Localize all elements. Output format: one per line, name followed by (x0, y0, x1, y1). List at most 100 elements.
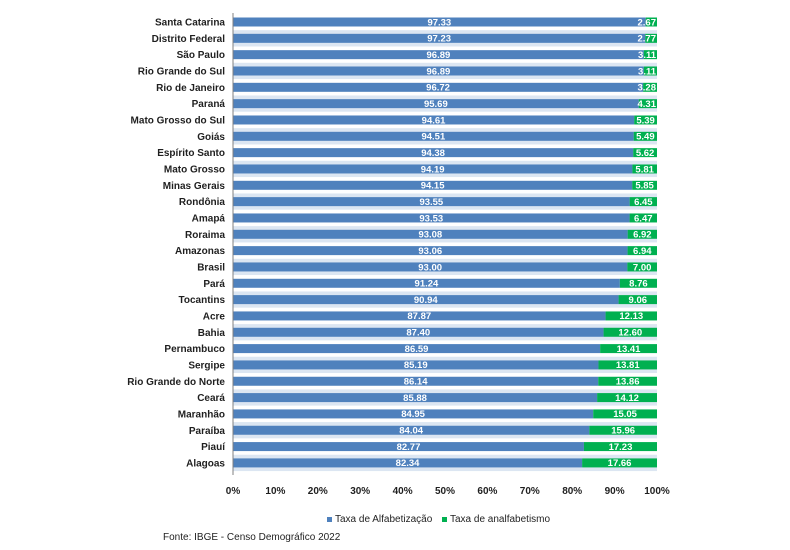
data-label-alfabetizacao: 96.89 (427, 50, 451, 61)
bar-alfabetizacao (233, 197, 630, 207)
data-label-alfabetizacao: 86.14 (404, 377, 428, 388)
bar-analfabetismo (618, 295, 657, 305)
bar-alfabetizacao (233, 393, 598, 403)
data-label-analfabetismo: 17.23 (609, 442, 633, 453)
data-label-alfabetizacao: 91.24 (415, 279, 439, 290)
bar-analfabetismo (629, 197, 657, 207)
bar-alfabetizacao (233, 131, 634, 141)
data-label-alfabetizacao: 85.88 (403, 393, 427, 404)
bar-analfabetismo (619, 278, 657, 288)
x-tick-label: 30% (350, 486, 370, 497)
data-label-analfabetismo: 12.13 (619, 311, 643, 322)
bar-analfabetismo (605, 311, 657, 321)
data-label-analfabetismo: 5.62 (636, 148, 655, 159)
bar-analfabetismo (603, 327, 657, 337)
x-tick-label: 60% (477, 486, 497, 497)
bar-alfabetizacao (233, 458, 583, 468)
bar-analfabetismo (645, 17, 657, 27)
bar-alfabetizacao (233, 164, 633, 174)
bar-alfabetizacao (233, 360, 599, 370)
data-label-analfabetismo: 12.60 (618, 328, 642, 339)
data-label-analfabetismo: 5.49 (636, 132, 655, 143)
data-label-analfabetismo: 15.05 (613, 409, 637, 420)
data-label-alfabetizacao: 82.34 (396, 458, 420, 469)
data-label-analfabetismo: 5.85 (635, 181, 654, 192)
bar-analfabetismo (598, 376, 657, 386)
legend-swatch-alfabetizacao (327, 517, 332, 522)
bar-analfabetismo (634, 115, 657, 125)
data-label-alfabetizacao: 90.94 (414, 295, 438, 306)
data-label-alfabetizacao: 94.51 (421, 132, 445, 143)
data-label-analfabetismo: 4.31 (638, 99, 657, 110)
bar-analfabetismo (582, 458, 657, 468)
category-label: Amazonas (175, 246, 225, 257)
bar-alfabetizacao (233, 409, 594, 419)
category-label: Mato Grosso do Sul (131, 115, 226, 126)
legend: Taxa de Alfabetização Taxa de analfabeti… (327, 514, 551, 525)
category-label: Rio Grande do Sul (138, 66, 225, 77)
legend-label-analfabetismo: Taxa de analfabetismo (450, 514, 551, 525)
bar-analfabetismo (589, 425, 657, 435)
data-label-analfabetismo: 6.92 (633, 230, 652, 241)
category-label: Alagoas (186, 458, 225, 469)
bar-analfabetismo (645, 33, 657, 43)
bar-alfabetizacao (233, 180, 633, 190)
data-label-analfabetismo: 13.41 (617, 344, 641, 355)
bar-alfabetizacao (233, 66, 644, 76)
bar-alfabetizacao (233, 17, 646, 27)
x-tick-label: 40% (393, 486, 413, 497)
bar-analfabetismo (638, 99, 657, 109)
category-label: Brasil (197, 262, 225, 273)
category-labels: Santa Catarina Distrito Federal São Paulo R… (127, 18, 226, 470)
data-label-alfabetizacao: 93.08 (418, 230, 442, 241)
category-label: Santa Catarina (155, 18, 225, 29)
bar-analfabetismo (627, 246, 657, 256)
bar-analfabetismo (583, 442, 657, 452)
bar-alfabetizacao (233, 311, 606, 321)
category-label: Piauí (201, 442, 226, 453)
x-tick-label: 100% (644, 486, 670, 497)
x-tick-label: 90% (605, 486, 625, 497)
bar-alfabetizacao (233, 82, 644, 92)
data-label-alfabetizacao: 94.61 (422, 115, 446, 126)
bar-analfabetismo (643, 82, 657, 92)
bar-analfabetismo (632, 164, 657, 174)
bar-analfabetismo (633, 131, 657, 141)
source-note: Fonte: IBGE - Censo Demográfico 2022 (163, 532, 341, 543)
data-label-alfabetizacao: 87.87 (407, 311, 431, 322)
category-label: Rio de Janeiro (156, 83, 225, 94)
data-label-alfabetizacao: 93.06 (418, 246, 442, 257)
category-label: Minas Gerais (163, 181, 226, 192)
bar-alfabetizacao (233, 344, 601, 354)
category-label: Acre (203, 311, 226, 322)
data-label-analfabetismo: 6.47 (634, 213, 653, 224)
bar-alfabetizacao (233, 246, 628, 256)
bar-alfabetizacao (233, 33, 646, 43)
data-label-analfabetismo: 5.39 (636, 115, 655, 126)
category-label: São Paulo (177, 50, 225, 61)
category-label: Espírito Santo (157, 148, 225, 159)
data-label-alfabetizacao: 97.23 (427, 34, 451, 45)
category-label: Rondônia (179, 197, 226, 208)
bar-analfabetismo (627, 262, 657, 272)
category-label: Rio Grande do Norte (127, 377, 225, 388)
data-label-analfabetismo: 2.77 (638, 34, 657, 45)
x-tick-label: 20% (308, 486, 328, 497)
data-label-analfabetismo: 13.81 (616, 360, 640, 371)
data-label-analfabetismo: 3.11 (638, 66, 657, 77)
bar-alfabetizacao (233, 229, 628, 239)
data-label-alfabetizacao: 87.40 (406, 328, 430, 339)
data-label-analfabetismo: 6.94 (633, 246, 652, 257)
category-label: Maranhão (178, 409, 225, 420)
bars-group: 97.33 2.67 97.23 2.77 96.89 3.11 96.89 3.11 96.7… (233, 17, 657, 469)
data-label-analfabetismo: 6.45 (634, 197, 653, 208)
data-label-alfabetizacao: 82.77 (397, 442, 421, 453)
data-label-analfabetismo: 2.67 (638, 17, 657, 28)
bar-analfabetismo (597, 393, 657, 403)
category-label: Goiás (197, 132, 225, 143)
data-label-alfabetizacao: 94.19 (421, 164, 445, 175)
x-tick-label: 70% (520, 486, 540, 497)
data-label-analfabetismo: 17.66 (608, 458, 632, 469)
legend-swatch-analfabetismo (442, 517, 447, 522)
